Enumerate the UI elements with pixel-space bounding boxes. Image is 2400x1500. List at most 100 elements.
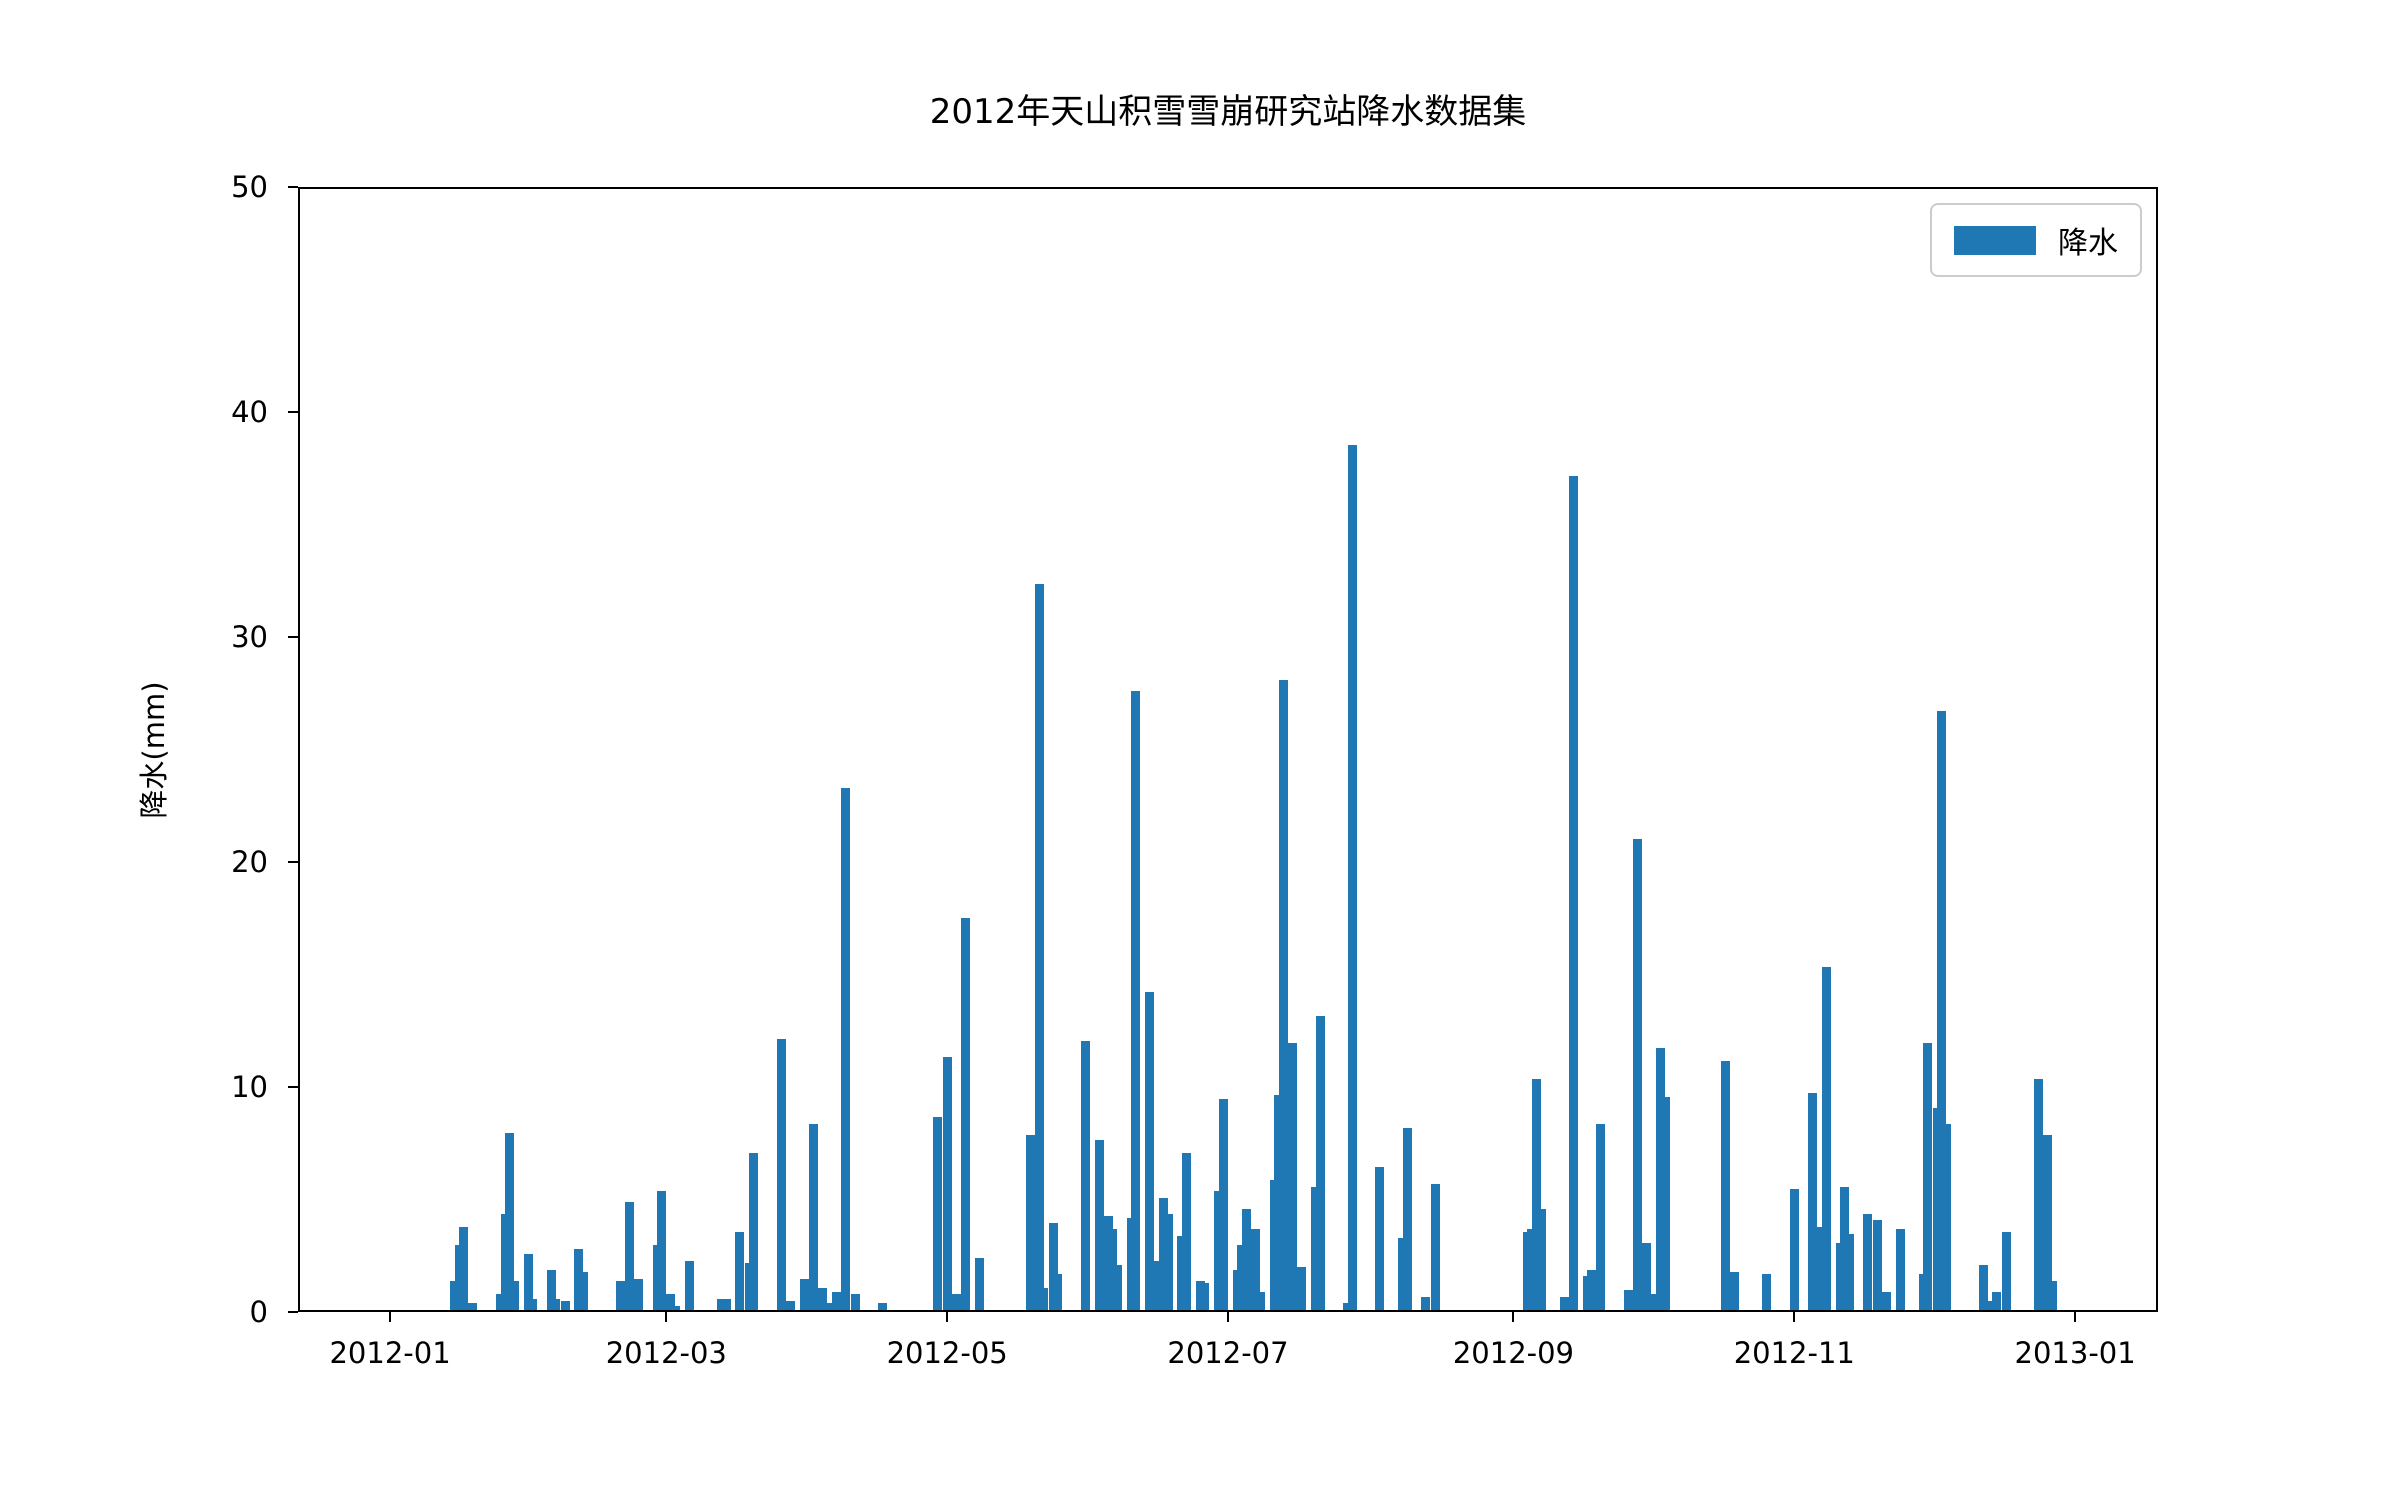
bar-2012-02-28 [652, 1244, 662, 1310]
bar-2012-11-21 [1881, 1292, 1891, 1310]
bar-2012-02-11 [574, 1249, 584, 1310]
bar-2012-07-05 [1241, 1209, 1251, 1310]
bar-2012-05-21 [1034, 583, 1044, 1310]
bar-2012-11-11 [1835, 1242, 1845, 1310]
bar-2012-03-14 [721, 1298, 731, 1310]
bar-2012-06-29 [1214, 1191, 1224, 1310]
bar-2012-03-26 [776, 1038, 786, 1310]
bar-2012-12-24 [2033, 1079, 2043, 1310]
bar-2012-11-01 [1789, 1188, 1799, 1310]
bar-2012-06-14 [1145, 991, 1155, 1310]
bar-2012-01-31 [523, 1253, 533, 1310]
bar-2012-06-06 [1108, 1229, 1118, 1310]
bar-2012-10-03 [1656, 1047, 1666, 1310]
bar-2012-11-29 [1918, 1274, 1928, 1310]
bar-2012-06-07 [1113, 1265, 1122, 1310]
bar-2012-01-15 [450, 1280, 460, 1310]
bar-2012-08-03 [1375, 1166, 1385, 1310]
bar-2012-06-30 [1218, 1099, 1228, 1310]
x-tick-label: 2013-01 [2014, 1336, 2136, 1370]
bar-2012-04-07 [832, 1292, 842, 1310]
bar-2012-11-12 [1840, 1186, 1850, 1310]
x-tick-mark [1227, 1312, 1229, 1322]
bar-2012-12-12 [1978, 1265, 1988, 1310]
bar-2012-04-11 [850, 1294, 860, 1310]
bar-2012-11-13 [1845, 1233, 1855, 1310]
x-tick-label: 2012-03 [605, 1336, 727, 1370]
bar-2012-11-05 [1808, 1092, 1818, 1310]
bar-2012-04-09 [841, 787, 851, 1310]
bar-2012-05-22 [1039, 1287, 1049, 1310]
bar-2012-06-10 [1126, 1218, 1136, 1310]
y-tick-mark [288, 1311, 298, 1313]
bar-2012-07-21 [1315, 1016, 1325, 1310]
bar-2012-12-17 [2001, 1231, 2011, 1310]
bar-2012-09-20 [1596, 1123, 1606, 1310]
bar-2012-11-24 [1895, 1229, 1905, 1310]
bar-2012-02-05 [546, 1269, 556, 1310]
y-tick-label: 0 [249, 1295, 268, 1329]
x-tick-mark [1512, 1312, 1515, 1322]
bar-2012-07-15 [1287, 1043, 1297, 1310]
bar-2012-07-27 [1343, 1303, 1353, 1310]
bar-2012-09-04 [1522, 1231, 1532, 1310]
bar-2012-02-12 [578, 1271, 588, 1310]
x-tick-label: 2012-05 [886, 1336, 1008, 1370]
bar-2012-12-03 [1937, 711, 1947, 1310]
bar-2012-09-18 [1587, 1269, 1597, 1310]
bar-2012-06-21 [1177, 1236, 1187, 1310]
bar-2012-07-17 [1297, 1267, 1307, 1310]
bar-2012-12-15 [1992, 1292, 2002, 1310]
bar-2012-08-13 [1421, 1296, 1431, 1310]
bar-2012-06-22 [1182, 1153, 1192, 1310]
bar-2012-12-27 [2047, 1280, 2057, 1310]
bar-2012-06-17 [1159, 1197, 1169, 1310]
bar-2012-04-05 [822, 1303, 832, 1310]
y-tick-label: 10 [231, 1070, 268, 1104]
bar-2012-07-11 [1269, 1179, 1279, 1310]
bar-2012-11-06 [1812, 1227, 1822, 1310]
bar-2012-09-07 [1536, 1209, 1546, 1310]
x-tick-mark [946, 1312, 949, 1322]
x-tick-mark [2074, 1312, 2077, 1322]
legend-swatch [1954, 225, 2036, 255]
legend: 降水 [1930, 203, 2142, 277]
bar-2012-04-02 [809, 1123, 819, 1310]
bar-2012-09-17 [1582, 1276, 1592, 1310]
bar-2012-05-01 [942, 1056, 952, 1310]
bar-2012-02-06 [551, 1298, 561, 1310]
bar-2012-09-26 [1624, 1289, 1634, 1310]
x-tick-mark [1793, 1312, 1796, 1322]
bar-2012-02-24 [634, 1278, 644, 1310]
bar-2012-03-28 [786, 1301, 796, 1310]
bar-2012-12-26 [2043, 1135, 2052, 1310]
bar-2012-09-28 [1633, 839, 1643, 1310]
bar-2012-02-01 [528, 1298, 538, 1310]
y-tick-label: 50 [231, 170, 268, 204]
bar-2012-06-25 [1195, 1280, 1205, 1310]
bar-2012-05-24 [1048, 1222, 1058, 1310]
bar-2012-11-08 [1822, 966, 1831, 1310]
bar-2012-01-27 [505, 1132, 515, 1310]
bar-2012-01-16 [454, 1244, 464, 1310]
bar-2012-01-28 [509, 1280, 519, 1310]
bar-2012-03-19 [744, 1262, 754, 1310]
bar-2012-02-22 [624, 1202, 634, 1310]
y-tick-label: 20 [231, 845, 268, 879]
x-tick-label: 2012-11 [1733, 1336, 1855, 1370]
bar-2012-05-31 [1080, 1040, 1090, 1310]
bar-2012-09-14 [1568, 475, 1578, 1310]
y-tick-mark [288, 186, 298, 188]
bar-2012-03-03 [671, 1305, 681, 1310]
bar-2012-08-08 [1398, 1238, 1408, 1310]
bar-2012-02-20 [615, 1280, 625, 1310]
bar-2012-02-08 [560, 1301, 570, 1310]
bar-2012-02-29 [657, 1191, 667, 1310]
bar-2012-05-05 [961, 917, 971, 1310]
bar-2012-09-05 [1527, 1229, 1537, 1310]
bar-2012-06-03 [1094, 1139, 1104, 1310]
chart-title: 2012年天山积雪雪崩研究站降水数据集 [929, 92, 1527, 132]
bar-2012-09-12 [1559, 1296, 1569, 1310]
legend-label: 降水 [2058, 226, 2118, 261]
bar-2012-04-17 [878, 1303, 888, 1310]
